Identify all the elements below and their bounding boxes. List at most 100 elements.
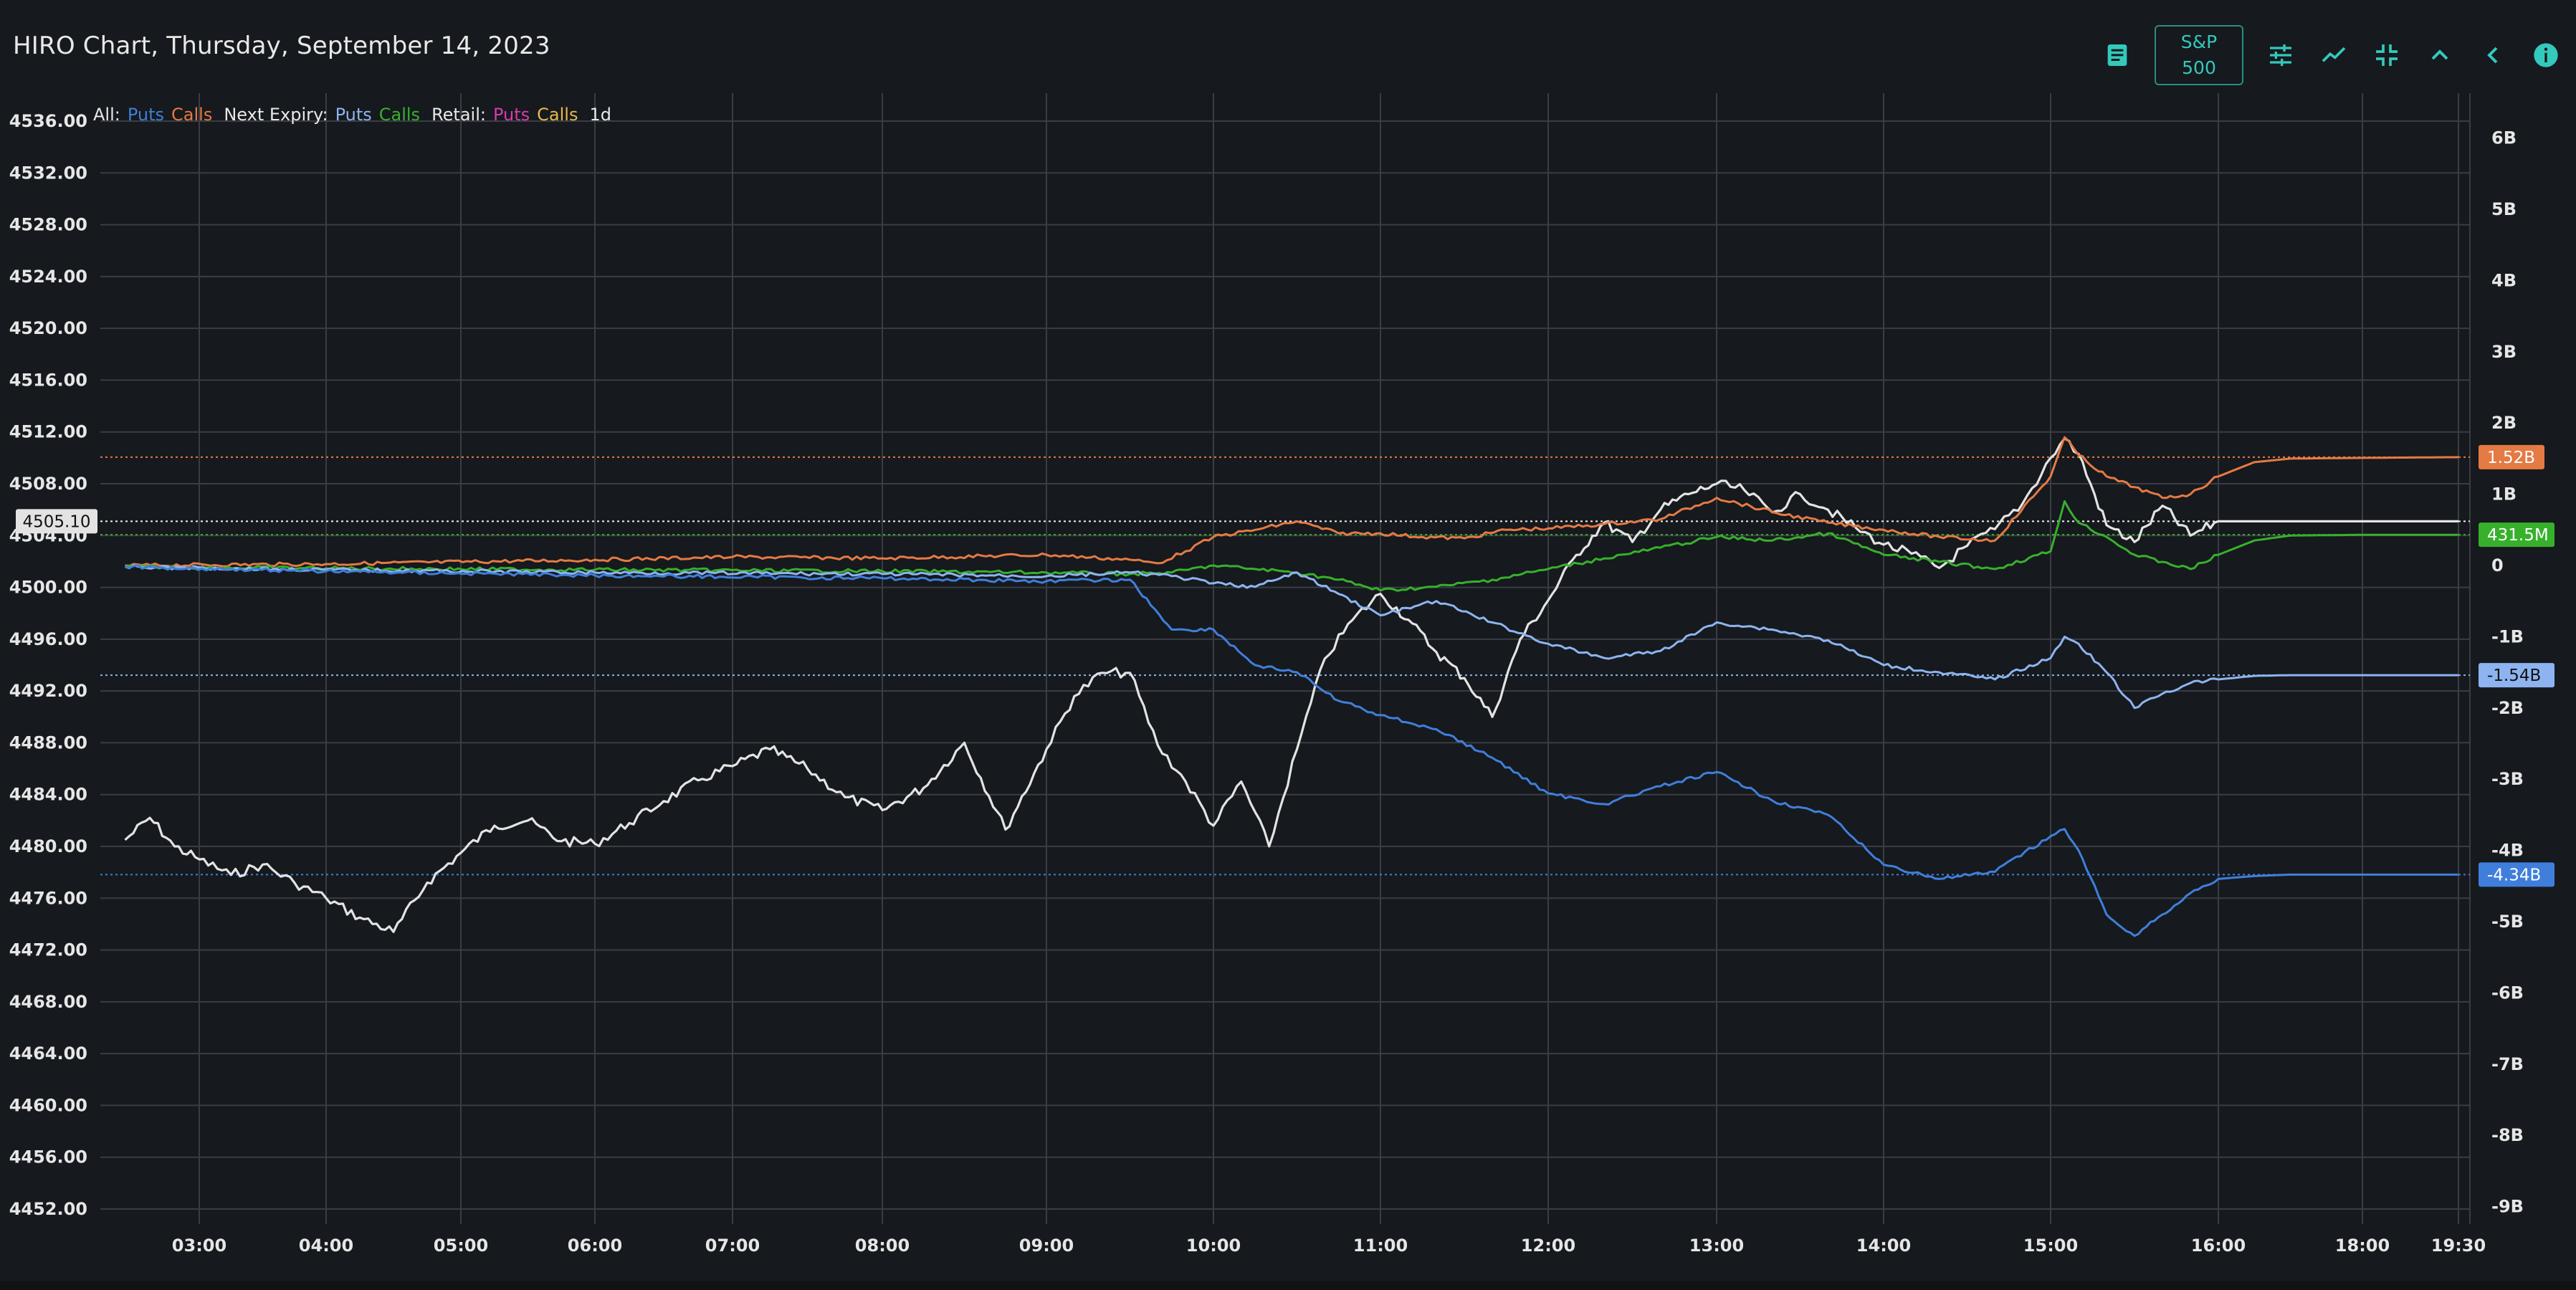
chevron-up-icon[interactable] [2424, 39, 2456, 71]
right-tick-label: 4B [2491, 270, 2517, 290]
legend-retail-label: Retail: [431, 105, 486, 125]
info-icon[interactable] [2530, 39, 2562, 71]
last-value-reference-lines [100, 456, 2470, 876]
left-tick-label: 4512.00 [9, 422, 87, 442]
x-tick-label: 10:00 [1186, 1236, 1241, 1256]
right-tick-label: -1B [2491, 626, 2524, 646]
right-tick-label: -2B [2491, 698, 2524, 718]
right-tick-label: 6B [2491, 128, 2517, 148]
right-tick-label: 5B [2491, 199, 2517, 219]
symbol-select-button[interactable]: S&P 500 [2155, 25, 2243, 85]
left-tick-label: 4528.00 [9, 215, 87, 235]
legend-retail-calls[interactable]: Calls [537, 105, 578, 125]
all-puts-last-label: -4.34B [2487, 866, 2541, 884]
legend: All: Puts Calls Next Expiry: Puts Calls … [93, 105, 611, 125]
price-line [124, 437, 2458, 933]
left-tick-label: 4496.00 [9, 629, 87, 649]
right-tick-label: -8B [2491, 1125, 2524, 1145]
left-tick-label: 4524.00 [9, 267, 87, 287]
right-tick-label: -7B [2491, 1054, 2524, 1074]
series-lines [124, 436, 2459, 937]
x-tick-label: 19:30 [2431, 1236, 2486, 1256]
all-calls-last-label-bg [2479, 444, 2544, 469]
right-tick-label: 0 [2491, 555, 2504, 575]
chevron-left-icon[interactable] [2477, 39, 2509, 71]
right-tick-label: 2B [2491, 413, 2517, 433]
all-puts-line [125, 564, 2458, 937]
right-tick-label: 3B [2491, 342, 2517, 362]
x-tick-label: 18:00 [2335, 1236, 2390, 1256]
legend-all-label: All: [93, 105, 120, 125]
next-puts-last-label-bg [2479, 663, 2554, 688]
x-tick-label: 06:00 [568, 1236, 622, 1256]
left-tick-label: 4472.00 [9, 940, 87, 960]
legend-retail-puts[interactable]: Puts [492, 105, 530, 125]
right-flow-axis: 6B 5B 4B 3B 2B 1B 0 -1B -2B -3B -4B -5B -6B -7B -8B -9B [2491, 128, 2524, 1217]
x-tick-label: 09:00 [1019, 1236, 1074, 1256]
x-tick-label: 04:00 [299, 1236, 353, 1256]
left-tick-label: 4492.00 [9, 681, 87, 701]
legend-next-expiry-label: Next Expiry: [224, 105, 328, 125]
x-tick-label: 03:00 [172, 1236, 226, 1256]
bottom-bar [0, 1281, 2576, 1290]
right-tick-label: -9B [2491, 1197, 2524, 1217]
symbol-line2: 500 [2182, 57, 2216, 78]
left-tick-label: 4468.00 [9, 992, 87, 1012]
next-expiry-puts-line [125, 564, 2458, 710]
left-tick-label: 4460.00 [9, 1095, 87, 1115]
x-tick-label: 13:00 [1689, 1236, 1744, 1256]
last-value-labels: 1.52B 431.5M -1.54B -4.34B 4505.10 [16, 444, 2554, 887]
left-tick-label: 4508.00 [9, 474, 87, 494]
x-tick-label: 07:00 [705, 1236, 760, 1256]
sliders-icon[interactable] [2265, 39, 2296, 71]
symbol-line1: S&P [2180, 32, 2218, 52]
x-tick-label: 12:00 [1521, 1236, 1575, 1256]
right-tick-label: -5B [2491, 912, 2524, 932]
left-tick-label: 4500.00 [9, 578, 87, 598]
left-tick-label: 4532.00 [9, 163, 87, 183]
left-price-axis: 4536.00 4532.00 4528.00 4524.00 4520.00 4516.… [9, 111, 87, 1219]
toolbar: S&P 500 [2102, 24, 2562, 86]
x-tick-label: 08:00 [855, 1236, 910, 1256]
all-puts-last-label-bg [2479, 862, 2554, 887]
price-last-label-bg [16, 509, 97, 534]
next-expiry-calls-line [125, 500, 2458, 592]
page-title: HIRO Chart, Thursday, September 14, 2023 [13, 32, 550, 60]
next-puts-last-label: -1.54B [2487, 666, 2541, 685]
left-tick-label: 4480.00 [9, 836, 87, 856]
x-tick-label: 05:00 [434, 1236, 488, 1256]
left-tick-label: 4456.00 [9, 1147, 87, 1167]
price-last-label: 4505.10 [22, 512, 90, 531]
x-tick-label: 14:00 [1856, 1236, 1911, 1256]
collapse-icon[interactable] [2371, 39, 2403, 71]
right-tick-label: 1B [2491, 484, 2517, 505]
legend-next-puts[interactable]: Puts [335, 105, 372, 125]
all-calls-last-label: 1.52B [2487, 449, 2535, 467]
left-tick-label: 4516.00 [9, 370, 87, 390]
chart-header: HIRO Chart, Thursday, September 14, 2023… [0, 0, 2576, 93]
x-tick-label: 16:00 [2191, 1236, 2246, 1256]
right-tick-label: -4B [2491, 841, 2524, 861]
left-tick-label: 4520.00 [9, 318, 87, 338]
grid [100, 93, 2471, 1224]
legend-next-calls[interactable]: Calls [378, 105, 421, 125]
legend-all-calls[interactable]: Calls [171, 105, 213, 125]
right-tick-label: -3B [2491, 769, 2524, 789]
x-tick-label: 11:00 [1353, 1236, 1408, 1256]
trend-line-icon[interactable] [2318, 39, 2350, 71]
left-tick-label: 4464.00 [9, 1043, 87, 1064]
time-axis: 03:00 04:00 05:00 06:00 07:00 08:00 09:00 10:00… [172, 1236, 2486, 1256]
left-tick-label: 4536.00 [9, 111, 87, 131]
next-calls-last-label: 431.5M [2487, 526, 2549, 545]
next-calls-last-label-bg [2479, 522, 2554, 548]
all-calls-line [125, 436, 2459, 568]
left-tick-label: 4484.00 [9, 785, 87, 805]
right-tick-label: -6B [2491, 983, 2524, 1003]
legend-all-puts[interactable]: Puts [127, 105, 165, 125]
left-tick-label: 4488.00 [9, 732, 87, 752]
notes-icon[interactable] [2102, 39, 2133, 71]
legend-range[interactable]: 1d [589, 105, 611, 125]
x-tick-label: 15:00 [2023, 1236, 2078, 1256]
